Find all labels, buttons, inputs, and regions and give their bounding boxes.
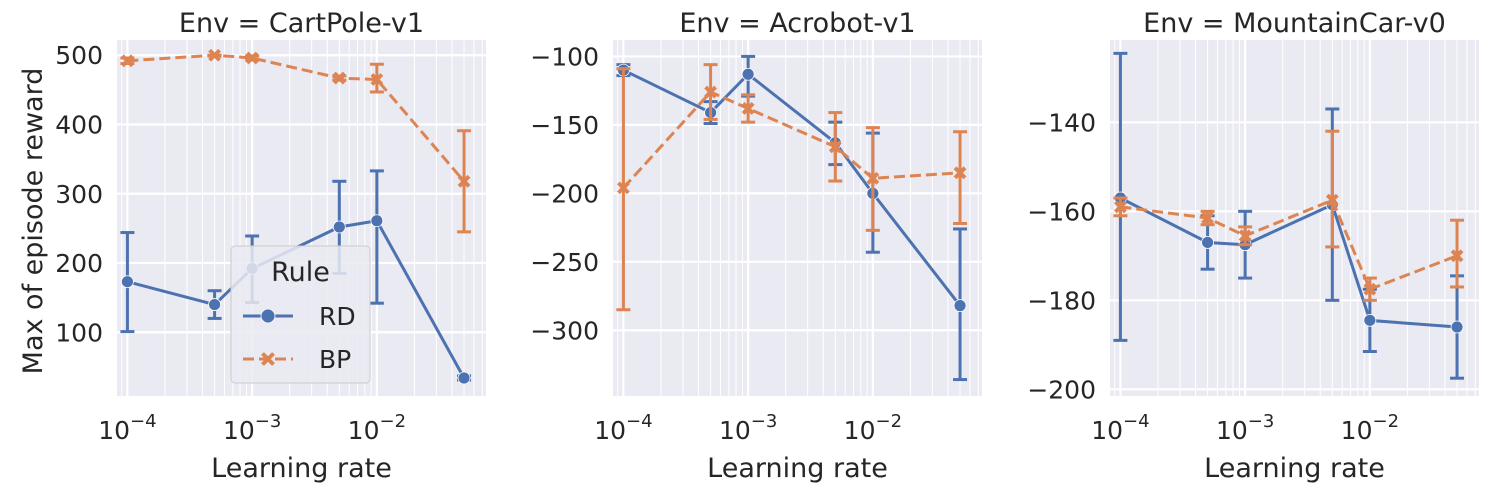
x-tick-label: 10−3 [719,411,777,445]
data-point [245,51,259,65]
series-line [1120,198,1458,292]
data-point [208,298,221,311]
data-point [332,71,346,85]
data-point [457,371,471,385]
y-tick-label: −180 [1027,286,1096,315]
data-point [1238,229,1252,243]
data-point [370,73,384,86]
error-bar [369,169,384,305]
data-point [1363,282,1377,296]
data-point [617,181,630,195]
y-tick-label: 300 [55,180,103,209]
data-point [121,275,134,289]
data-point [1450,249,1464,263]
error-bar [1325,129,1340,249]
error-bar [953,130,968,225]
legend: Rule RD BP [230,245,371,384]
panel-title: Env = CartPole-v1 [179,8,424,39]
panel-title: Env = MountainCar-v0 [1143,8,1446,39]
data-point [370,214,384,228]
x-axis-label: Learning rate [211,453,392,484]
x-tick-label: 10−3 [223,411,281,445]
data-point [457,174,471,188]
x-tick-label: 10−2 [844,411,902,445]
data-point [1363,313,1377,327]
plot-background [1110,40,1479,396]
data-point [953,166,967,180]
series-line [622,68,962,307]
data-point [828,140,842,154]
series-bp [616,63,968,312]
legend-title: Rule [271,257,330,288]
y-tick-label: 500 [55,41,103,70]
series-line [622,90,961,189]
data-point [953,299,967,313]
series-line [127,53,466,183]
y-tick-label: −300 [530,316,599,345]
data-point [1201,211,1215,225]
legend-box [230,245,371,384]
x-tick-label: 10−4 [1091,411,1149,445]
data-point [1450,320,1464,334]
x-tick-label: 10−4 [98,411,156,445]
panel-2: 10−4 10−3 10−2 −300 −250 −200 −150 −100 Env = Ac… [530,8,982,484]
y-tick-label: −250 [530,248,599,277]
panels: 10−4 10−3 10−2 100 200 300 400 500 Env = CartPol… [55,8,1479,484]
legend-entry-bp: BP [243,345,351,374]
y-tick-label: 200 [55,249,103,278]
series-bp [1113,129,1465,302]
data-point [208,48,222,62]
y-tick-label: −200 [530,179,599,208]
data-point [1201,236,1214,249]
y-tick-label: −140 [1027,108,1096,137]
data-point [704,85,718,99]
x-tick-label: 10−3 [1216,411,1274,445]
panel-title: Env = Acrobot-v1 [679,8,915,39]
data-point [121,54,134,68]
legend-marker [261,352,275,366]
x-tick-label: 10−4 [594,411,652,445]
x-axis-label: Learning rate [1204,453,1385,484]
legend-marker [260,308,276,324]
y-tick-label: −160 [1027,197,1096,226]
legend-label: BP [319,345,351,374]
series-bp [120,48,472,234]
x-tick-label: 10−2 [348,411,406,445]
y-tick-label: 100 [55,318,103,347]
legend-entry-rd: RD [243,302,356,331]
plot-background [613,40,982,396]
panel-3: 10−4 10−3 10−2 −200 −180 −160 −140 Env = Mounta… [1027,8,1479,484]
data-point [332,220,346,234]
data-point [866,171,880,185]
data-point [1114,200,1127,214]
series-line [1119,196,1458,329]
x-tick-label: 10−2 [1341,411,1399,445]
y-tick-label: −100 [530,42,599,71]
y-tick-label: −150 [530,111,599,140]
y-tick-label: −200 [1027,375,1096,404]
legend-label: RD [319,302,356,331]
data-point [741,67,755,81]
y-axis-label: Max of episode reward [18,68,49,375]
y-tick-label: 400 [55,110,103,139]
x-axis-label: Learning rate [707,453,888,484]
data-point [741,102,755,115]
data-point [1325,193,1339,207]
minor-gridlines [1114,40,1476,396]
